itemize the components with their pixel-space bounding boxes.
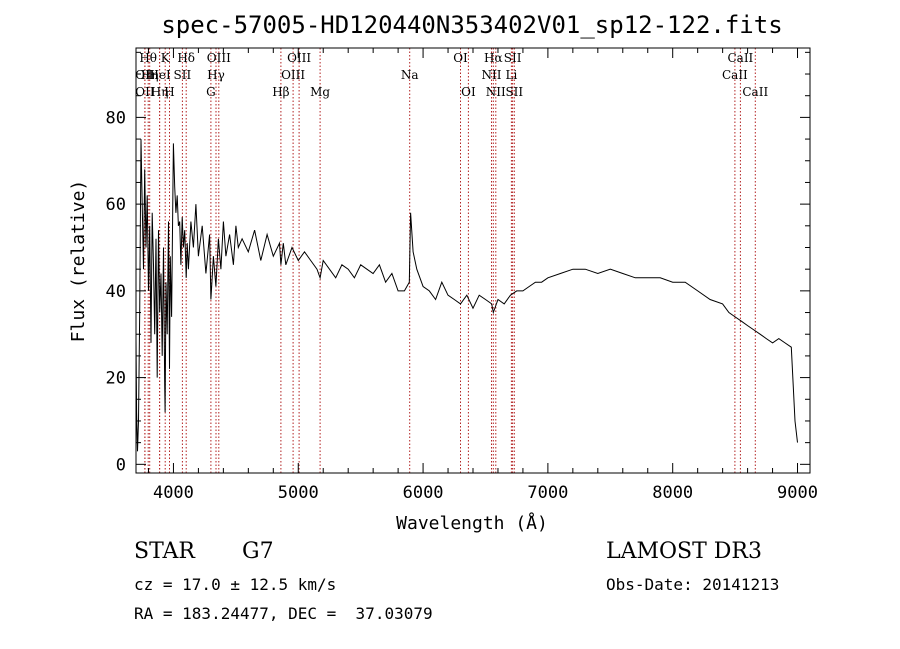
x-tick-label-0: 4000 [153, 483, 194, 503]
coordinates: RA = 183.24477, DEC = 37.03079 [134, 604, 433, 623]
y-tick-label-1: 20 [106, 369, 126, 389]
emission-line-labels: OIIOIIHθHηHeIHηKHSIIHδGHγOIIIHβOIIIOIIIM… [135, 51, 768, 99]
line-label-26: CaII [722, 68, 748, 82]
line-label-28: CaII [742, 85, 768, 99]
y-tick-label-3: 60 [106, 195, 126, 215]
line-label-21: Hα [484, 51, 503, 65]
x-axis-title: Wavelength (Å) [396, 512, 548, 534]
x-tick-label-2: 6000 [403, 483, 444, 503]
observation-date: Obs-Date: 20141213 [606, 575, 780, 594]
line-label-2: Hθ [139, 51, 157, 65]
flux-line [135, 139, 798, 452]
line-label-20: NII [482, 68, 502, 82]
line-label-0: OII [135, 68, 155, 82]
line-label-18: OI [453, 51, 468, 65]
line-label-4: HeI [148, 68, 171, 82]
line-label-17: Na [401, 68, 419, 82]
x-tick-label-3: 7000 [527, 483, 568, 503]
line-label-10: G [206, 85, 216, 99]
line-label-23: Li [505, 68, 517, 82]
y-axis-title: Flux (relative) [68, 180, 89, 343]
line-label-11: Hγ [207, 68, 225, 82]
line-label-3: Hη [141, 68, 159, 82]
y-tick-label-2: 40 [106, 282, 126, 302]
x-tick-label-4: 8000 [652, 483, 693, 503]
emission-line-markers [144, 48, 756, 473]
line-label-15: OIII [287, 51, 311, 65]
redshift-velocity: cz = 17.0 ± 12.5 km/s [134, 575, 337, 594]
object-class: STAR [134, 539, 195, 564]
line-label-24: SII [504, 51, 522, 65]
line-label-22: NII [486, 85, 506, 99]
y-axis-ticks: 0 20 40 60 80 [106, 51, 810, 475]
y-tick-label-4: 80 [106, 108, 126, 128]
line-label-8: SII [174, 68, 192, 82]
plot-frame [135, 47, 811, 474]
line-label-13: Hβ [272, 85, 289, 99]
line-label-14: OIII [281, 68, 305, 82]
y-tick-label-0: 0 [116, 455, 126, 475]
line-label-6: K [161, 51, 171, 65]
x-tick-label-1: 5000 [278, 483, 319, 503]
x-axis-ticks: 4000 5000 6000 7000 8000 9000 [147, 48, 818, 503]
line-label-16: Mg [310, 85, 330, 99]
line-label-27: CaII [727, 51, 753, 65]
line-label-25: SII [505, 85, 523, 99]
line-label-7: H [164, 85, 174, 99]
line-label-19: OI [461, 85, 476, 99]
line-label-12: OIII [207, 51, 231, 65]
x-tick-label-5: 9000 [777, 483, 818, 503]
line-label-5: Hη [151, 85, 169, 99]
line-label-9: Hδ [177, 51, 195, 65]
object-subclass: G7 [242, 539, 274, 564]
chart-title: spec-57005-HD120440N353402V01_sp12-122.f… [161, 11, 782, 39]
survey-name: LAMOST DR3 [606, 539, 762, 564]
